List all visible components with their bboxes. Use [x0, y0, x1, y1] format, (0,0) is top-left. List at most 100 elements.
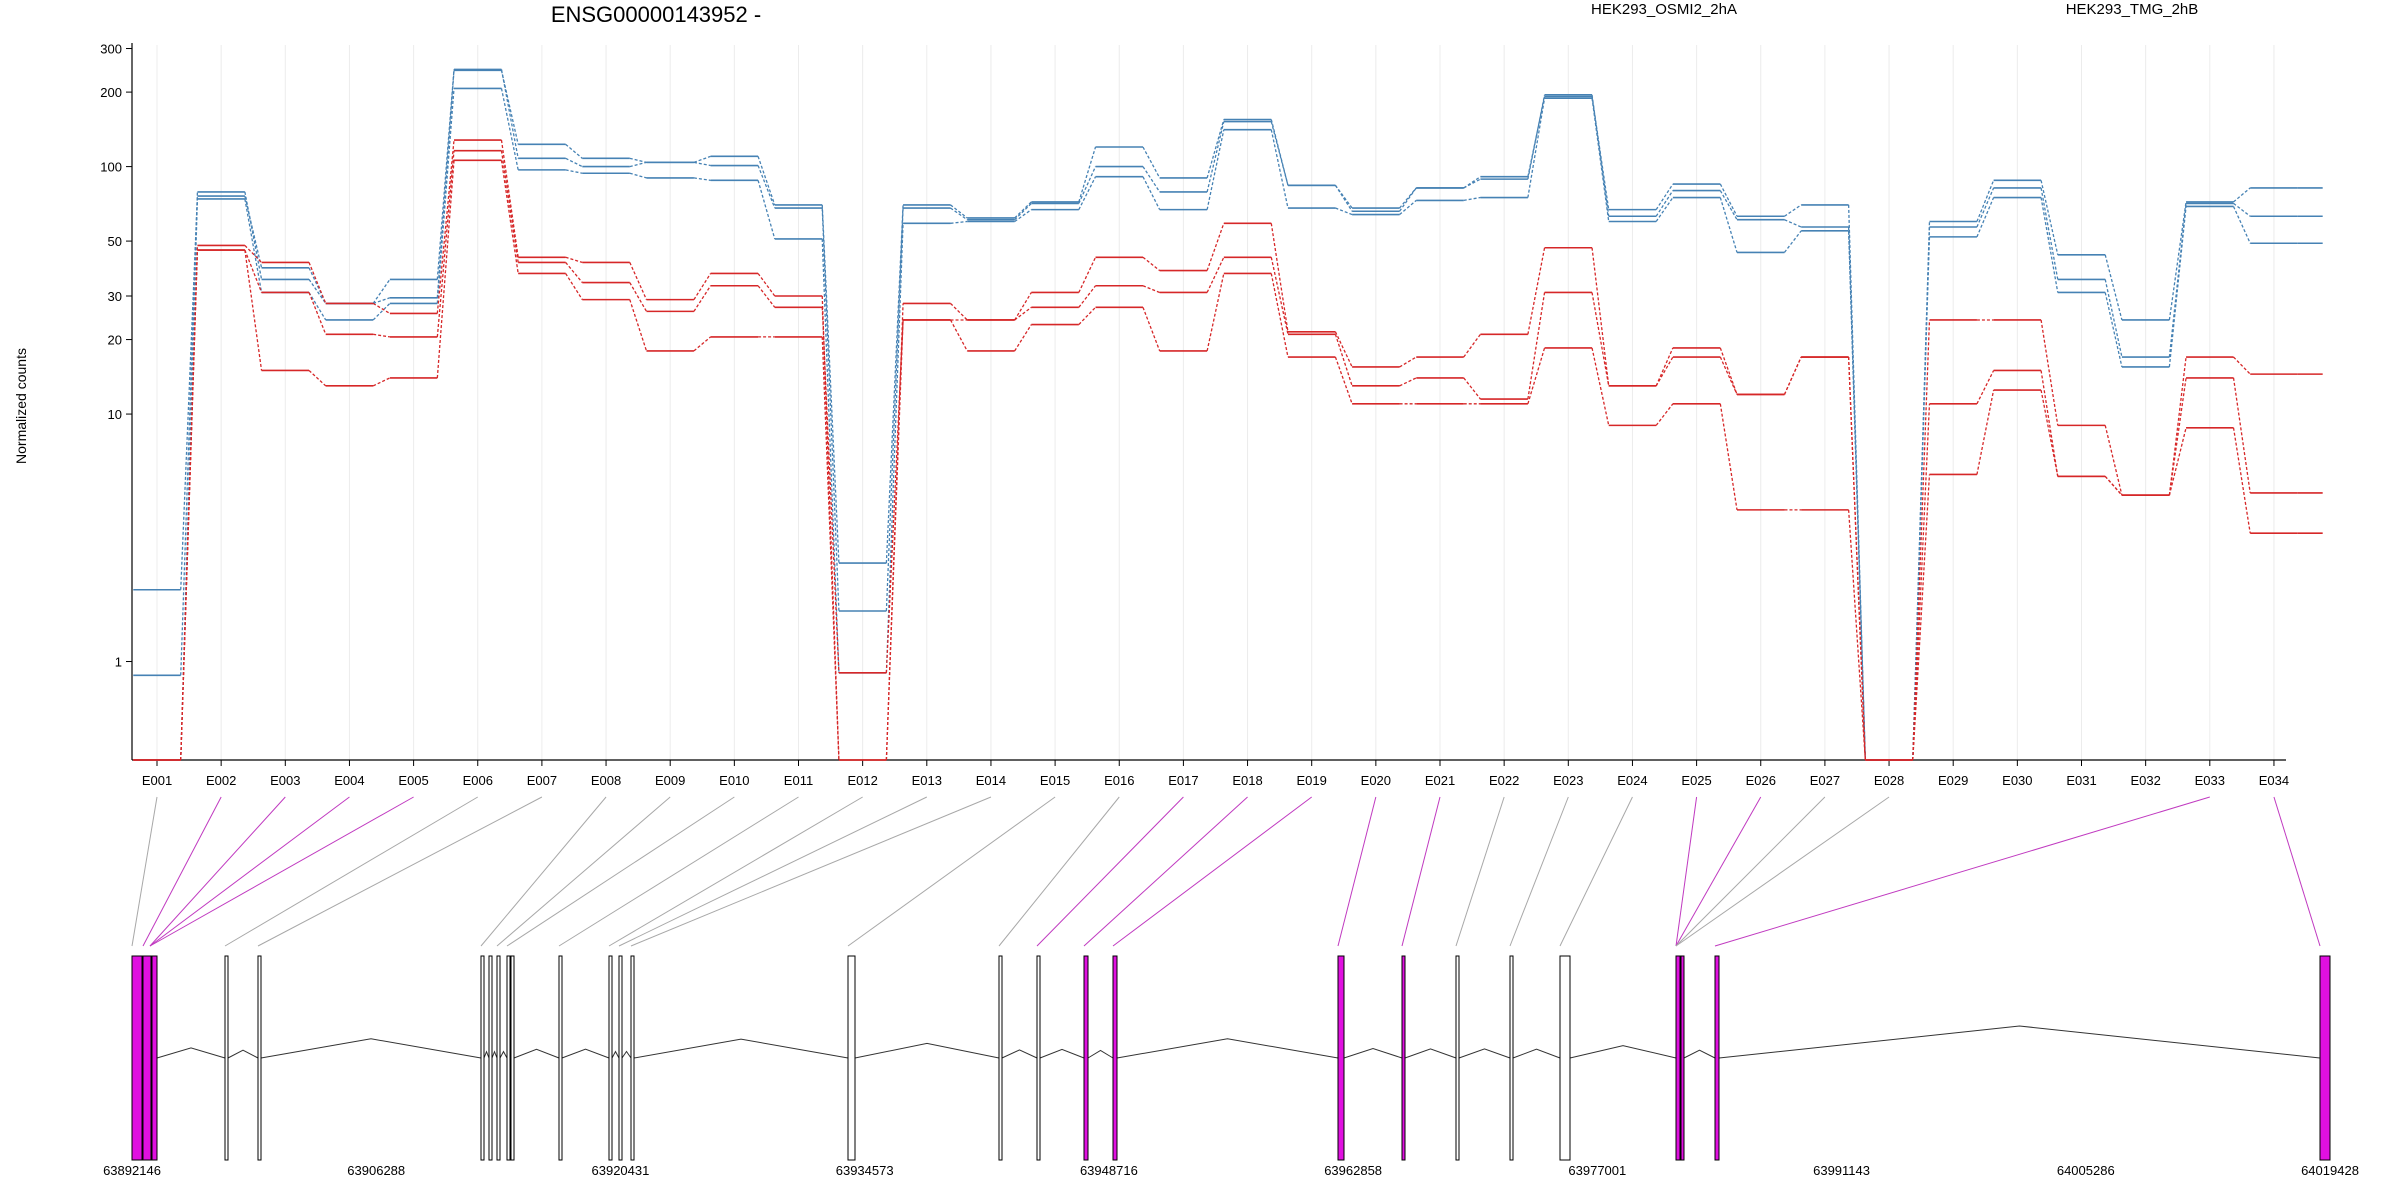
exon-differential — [1401, 955, 1406, 1161]
series-transition — [1783, 356, 1802, 395]
series-transition — [1527, 247, 1546, 335]
intron — [621, 1050, 632, 1059]
series-transition — [1463, 377, 1481, 400]
y-tick-label: 1 — [115, 655, 122, 670]
series-transition — [1655, 403, 1674, 426]
series-transition — [2168, 206, 2187, 368]
series-transition — [1334, 356, 1353, 405]
intron — [611, 1050, 620, 1059]
series-transition — [372, 302, 391, 321]
exon-connector — [1509, 796, 1569, 947]
x-tick-label: E027 — [1810, 773, 1840, 788]
series-transition — [1270, 223, 1289, 332]
series-transition — [1142, 176, 1161, 210]
series-transition — [565, 262, 583, 283]
exon-differential — [2319, 955, 2331, 1161]
series-transition — [2040, 180, 2059, 255]
series-transition — [1014, 306, 1032, 321]
intron — [1116, 1038, 1339, 1059]
series-transition — [1014, 292, 1032, 321]
series-transition — [1719, 347, 1738, 395]
x-tick-label: E025 — [1681, 773, 1711, 788]
x-tick-label: E026 — [1746, 773, 1776, 788]
series-1 — [133, 69, 2323, 761]
series-transition — [629, 282, 648, 312]
series-transition — [1078, 285, 1097, 308]
exon-connector — [1675, 796, 1826, 947]
series-transition — [436, 160, 455, 378]
series-transition — [1078, 306, 1096, 325]
series-transition — [629, 299, 648, 352]
exon-connector — [1675, 796, 1890, 947]
series-transition — [950, 220, 968, 224]
series-transition — [2168, 356, 2187, 496]
series-transition — [1463, 176, 1481, 189]
intron — [1343, 1047, 1403, 1059]
exon-connector — [630, 796, 992, 947]
intron — [1087, 1049, 1114, 1059]
legend-label-tmg: HEK293_TMG_2hB — [2066, 1, 2199, 18]
series-transition — [629, 172, 647, 179]
x-tick-label: E009 — [655, 773, 685, 788]
series-transition — [436, 69, 455, 280]
series-transition — [1206, 119, 1225, 179]
series-transition — [2168, 427, 2187, 496]
series-transition — [1527, 292, 1546, 400]
series-transition — [1847, 357, 1866, 761]
series-transition — [1784, 204, 1802, 217]
series-transition — [436, 140, 455, 314]
exon-connectors — [131, 796, 2321, 947]
series-transition — [180, 250, 199, 761]
series-transition — [1142, 307, 1161, 352]
exon-connector — [480, 796, 607, 947]
series-transition — [1655, 347, 1674, 387]
x-tick-label: E002 — [206, 773, 236, 788]
intron — [260, 1038, 482, 1059]
coordinate-label: 63962858 — [1324, 1163, 1382, 1178]
series-transition — [1078, 166, 1097, 204]
intron — [499, 1050, 508, 1059]
exon — [496, 955, 501, 1161]
y-tick-label: 100 — [100, 160, 122, 175]
vertical-gridlines — [156, 45, 2275, 760]
exon — [257, 955, 262, 1161]
series-transition — [757, 285, 776, 308]
series-transition — [1719, 197, 1738, 253]
series-transition — [693, 285, 712, 312]
exon-differential — [1112, 955, 1118, 1161]
exon-connector — [1675, 796, 1698, 947]
series-transition — [1014, 202, 1032, 221]
intron — [1404, 1048, 1457, 1059]
series-transition — [1014, 324, 1032, 352]
x-tick-label: E016 — [1104, 773, 1134, 788]
series-transition — [2040, 187, 2059, 280]
series-transition — [2232, 206, 2251, 244]
series-transition — [1078, 146, 1097, 203]
exon-connector — [2273, 796, 2321, 947]
exon — [488, 955, 493, 1161]
exon-differential — [131, 955, 143, 1161]
series-transition — [693, 177, 711, 181]
exon-connector — [1675, 796, 1762, 947]
coordinate-label: 64019428 — [2301, 1163, 2359, 1178]
y-tick-label: 300 — [100, 42, 122, 57]
intron — [513, 1048, 560, 1059]
series-transition — [1142, 285, 1160, 294]
series-transition — [821, 336, 840, 761]
series-transition — [1847, 509, 1866, 761]
x-tick-label: E019 — [1297, 773, 1327, 788]
x-tick-label: E032 — [2130, 773, 2160, 788]
series-transition — [2104, 425, 2123, 496]
intron — [1718, 1025, 2321, 1059]
series-transition — [950, 207, 968, 221]
series-transition — [1399, 187, 1417, 209]
series-6 — [133, 159, 2323, 761]
exon-connector — [558, 796, 799, 947]
coordinate-label: 63934573 — [836, 1163, 894, 1178]
y-tick-label: 20 — [108, 333, 122, 348]
series-transition — [950, 302, 968, 321]
intron — [1683, 1049, 1716, 1059]
series-transition — [2233, 202, 2251, 217]
series-transition — [2104, 254, 2123, 321]
series-transition — [1206, 129, 1225, 210]
